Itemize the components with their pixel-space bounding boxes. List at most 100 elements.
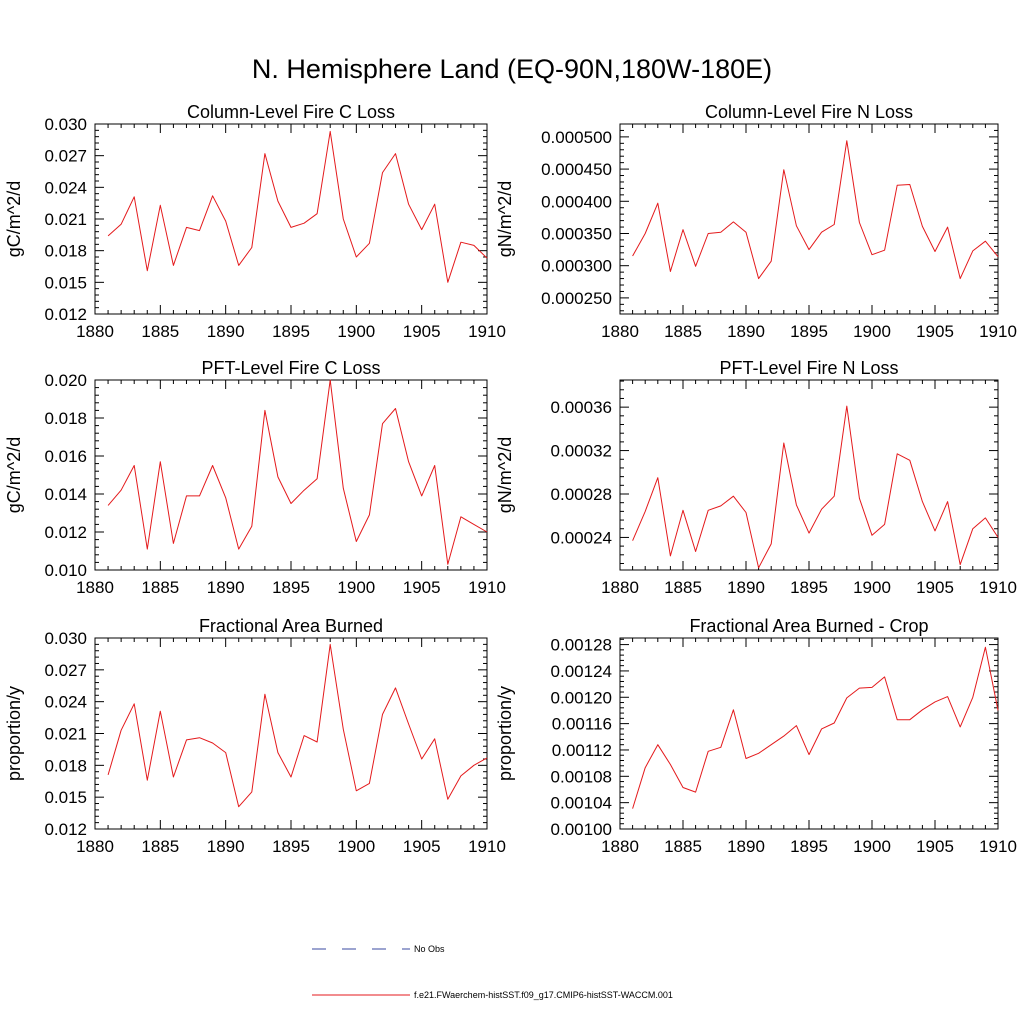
x-tick-label: 1905 xyxy=(916,837,954,856)
y-tick-label: 0.018 xyxy=(44,242,87,261)
x-tick-label: 1880 xyxy=(76,837,114,856)
panel-title: PFT-Level Fire C Loss xyxy=(201,358,380,378)
x-tick-label: 1905 xyxy=(916,322,954,341)
panel-pft-level-fire-n-loss: PFT-Level Fire N Loss 1880 1885 1890 1895 190… xyxy=(495,358,1017,597)
x-tick-label: 1890 xyxy=(207,578,245,597)
y-tick-label: 0.012 xyxy=(44,523,87,542)
panels: Column-Level Fire C Loss 1880 1885 1890 1895… xyxy=(4,102,1017,856)
x-tick-label: 1905 xyxy=(403,578,441,597)
x-tick-label: 1905 xyxy=(403,322,441,341)
x-tick-label: 1900 xyxy=(337,837,375,856)
y-axis-label: proportion/y xyxy=(495,686,515,781)
y-tick-label: 0.027 xyxy=(44,661,87,680)
plot-frame xyxy=(619,379,999,571)
legend-label-no-obs: No Obs xyxy=(414,944,445,954)
x-tick-label: 1885 xyxy=(141,322,179,341)
panel-title: PFT-Level Fire N Loss xyxy=(719,358,898,378)
panel-fractional-area-burned-crop: Fractional Area Burned - Crop 1880 1885 189… xyxy=(495,616,1017,856)
y-tick-label: 0.00100 xyxy=(551,820,612,839)
y-tick-label: 0.016 xyxy=(44,447,87,466)
y-tick-label: 0.00124 xyxy=(551,662,612,681)
panel-pft-level-fire-c-loss: PFT-Level Fire C Loss 1880 1885 1890 1895 190… xyxy=(4,358,506,597)
panel-column-level-fire-c-loss: Column-Level Fire C Loss 1880 1885 1890 1895… xyxy=(4,102,506,341)
y-tick-label: 0.000300 xyxy=(541,257,612,276)
legend-label-model-run: f.e21.FWaerchem-histSST.f09_g17.CMIP6-hi… xyxy=(414,990,673,1000)
x-tick-label: 1885 xyxy=(141,837,179,856)
x-tick-label: 1895 xyxy=(790,322,828,341)
y-tick-label: 0.00024 xyxy=(551,528,612,547)
y-tick-label: 0.00028 xyxy=(551,485,612,504)
y-tick-label: 0.00036 xyxy=(551,398,612,417)
x-tick-label: 1910 xyxy=(979,837,1017,856)
series-line-0 xyxy=(107,643,488,808)
x-tick-label: 1890 xyxy=(727,578,765,597)
panel-title: Fractional Area Burned xyxy=(199,616,383,636)
y-tick-label: 0.014 xyxy=(44,485,87,504)
y-tick-label: 0.030 xyxy=(44,629,87,648)
x-tick-label: 1895 xyxy=(272,837,310,856)
y-tick-label: 0.020 xyxy=(44,371,87,390)
x-tick-label: 1895 xyxy=(272,322,310,341)
panel-title: Fractional Area Burned - Crop xyxy=(689,616,928,636)
series-line-0 xyxy=(632,405,999,569)
y-tick-label: 0.00116 xyxy=(552,715,612,734)
x-tick-label: 1880 xyxy=(76,578,114,597)
y-tick-label: 0.00032 xyxy=(551,442,612,461)
x-tick-label: 1910 xyxy=(468,322,506,341)
plot-frame xyxy=(619,637,999,830)
y-tick-label: 0.018 xyxy=(44,409,87,428)
series-line-0 xyxy=(107,379,488,565)
y-axis-label: gC/m^2/d xyxy=(4,437,24,513)
y-tick-label: 0.00128 xyxy=(551,636,612,655)
x-tick-label: 1880 xyxy=(76,322,114,341)
x-tick-label: 1895 xyxy=(790,578,828,597)
plot-frame xyxy=(619,123,999,315)
y-tick-label: 0.000250 xyxy=(541,289,612,308)
y-tick-label: 0.000400 xyxy=(541,192,612,211)
series-line-0 xyxy=(632,646,999,809)
y-tick-label: 0.012 xyxy=(44,820,87,839)
series-line-0 xyxy=(632,140,999,280)
y-tick-label: 0.00120 xyxy=(551,688,612,707)
y-tick-label: 0.000500 xyxy=(541,128,612,147)
y-tick-label: 0.015 xyxy=(44,788,87,807)
x-tick-label: 1900 xyxy=(853,578,891,597)
x-tick-label: 1885 xyxy=(664,322,702,341)
y-tick-label: 0.010 xyxy=(44,561,87,580)
y-tick-label: 0.021 xyxy=(44,725,87,744)
y-tick-label: 0.000450 xyxy=(541,160,612,179)
x-tick-label: 1910 xyxy=(468,578,506,597)
x-tick-label: 1885 xyxy=(141,578,179,597)
plot-frame xyxy=(94,123,488,315)
x-tick-label: 1905 xyxy=(403,837,441,856)
panel-fractional-area-burned: Fractional Area Burned 1880 1885 1890 1895 19… xyxy=(4,616,506,856)
x-tick-label: 1910 xyxy=(979,578,1017,597)
y-axis-label: gN/m^2/d xyxy=(495,437,515,513)
x-tick-label: 1895 xyxy=(790,837,828,856)
y-tick-label: 0.024 xyxy=(44,693,87,712)
x-tick-label: 1885 xyxy=(664,837,702,856)
y-tick-label: 0.027 xyxy=(44,147,87,166)
x-tick-label: 1880 xyxy=(601,837,639,856)
x-tick-label: 1905 xyxy=(916,578,954,597)
x-tick-label: 1880 xyxy=(601,322,639,341)
x-tick-label: 1890 xyxy=(727,837,765,856)
plot-frame xyxy=(94,379,488,571)
y-axis-label: proportion/y xyxy=(4,686,24,781)
x-tick-label: 1890 xyxy=(207,837,245,856)
x-tick-label: 1895 xyxy=(272,578,310,597)
panel-title: Column-Level Fire N Loss xyxy=(705,102,913,122)
y-tick-label: 0.021 xyxy=(44,210,87,229)
plot-frame xyxy=(94,637,488,830)
x-tick-label: 1890 xyxy=(207,322,245,341)
y-tick-label: 0.00104 xyxy=(551,794,612,813)
y-tick-label: 0.012 xyxy=(44,305,87,324)
x-tick-label: 1910 xyxy=(979,322,1017,341)
x-tick-label: 1910 xyxy=(468,837,506,856)
x-tick-label: 1900 xyxy=(853,322,891,341)
y-tick-label: 0.000350 xyxy=(541,224,612,243)
y-axis-label: gN/m^2/d xyxy=(495,181,515,257)
x-tick-label: 1890 xyxy=(727,322,765,341)
y-tick-label: 0.00108 xyxy=(551,767,612,786)
